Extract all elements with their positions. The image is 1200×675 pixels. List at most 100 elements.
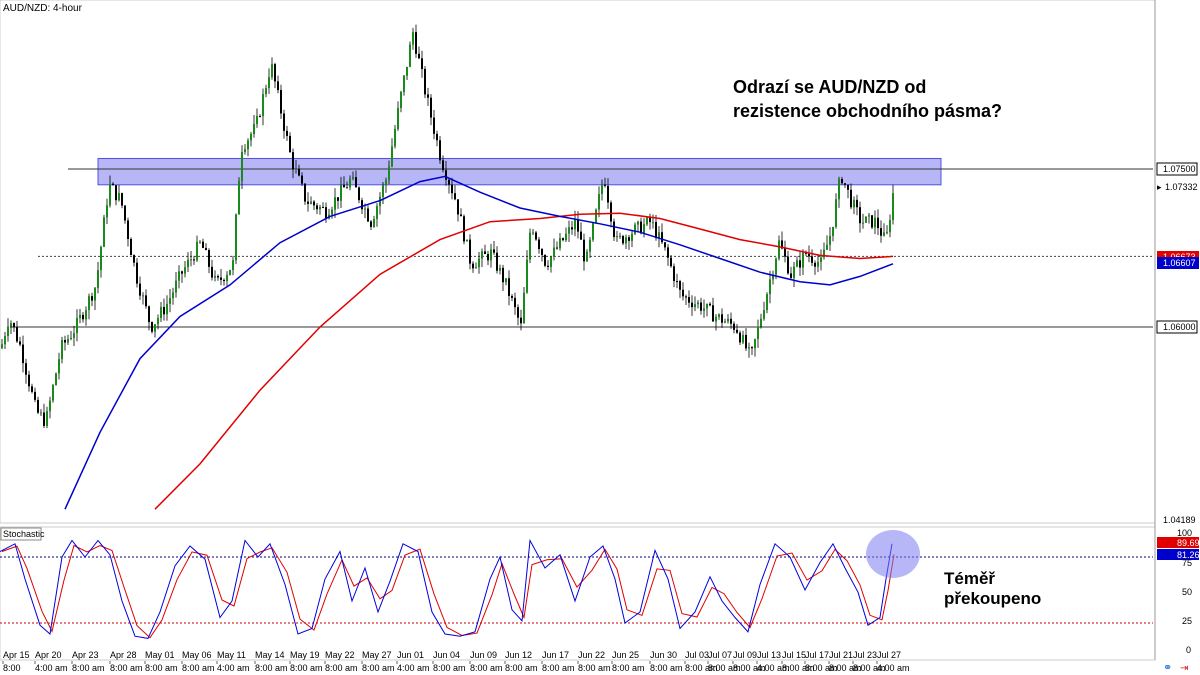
candle-down xyxy=(454,193,456,200)
candle-down xyxy=(700,302,702,311)
candle-up xyxy=(268,77,270,89)
candle-down xyxy=(655,221,657,239)
candle-down xyxy=(325,207,327,219)
candle-up xyxy=(271,64,273,78)
candle-down xyxy=(709,303,711,306)
candlestick-series xyxy=(1,24,894,429)
candle-down xyxy=(571,227,573,230)
candle-up xyxy=(796,260,798,267)
link-icon[interactable]: ⚭ xyxy=(1163,661,1172,674)
candle-down xyxy=(661,232,663,243)
candle-up xyxy=(187,259,189,268)
time-axis-time-label: 8:00 am xyxy=(782,663,815,673)
time-axis-date-label: Jul 17 xyxy=(805,650,829,660)
time-axis-time-label: 4:00 am xyxy=(35,663,68,673)
candle-down xyxy=(313,201,315,206)
candle-up xyxy=(46,411,48,426)
candle-up xyxy=(715,316,717,322)
price-label-resistance: 1.07500 xyxy=(1163,164,1196,174)
candle-down xyxy=(721,314,723,323)
time-axis-date-label: Jun 04 xyxy=(433,650,460,660)
candle-up xyxy=(247,140,249,150)
candle-down xyxy=(781,240,783,249)
candle-down xyxy=(541,249,543,255)
candle-up xyxy=(835,199,837,227)
time-axis-time-label: 8:00 am xyxy=(578,663,611,673)
price-label-box-resistance xyxy=(1156,162,1198,176)
moving-average-red xyxy=(154,212,894,510)
candle-down xyxy=(469,239,471,264)
time-axis-time-label: 8:00 am xyxy=(853,663,886,673)
candle-down xyxy=(814,262,816,267)
time-axis-time-label: 8:00 am xyxy=(708,663,741,673)
candle-up xyxy=(319,206,321,210)
candle-up xyxy=(58,359,60,374)
candle-down xyxy=(43,412,45,426)
candle-down xyxy=(685,296,687,298)
candle-up xyxy=(694,304,696,308)
time-axis-date-label: May 22 xyxy=(325,650,355,660)
candle-up xyxy=(76,317,78,334)
candle-up xyxy=(532,232,534,234)
candle-down xyxy=(421,58,423,69)
candle-up xyxy=(394,129,396,147)
candle-up xyxy=(874,217,876,228)
candle-down xyxy=(367,208,369,222)
candle-up xyxy=(619,236,621,238)
candle-up xyxy=(382,185,384,197)
candle-up xyxy=(40,412,42,414)
scroll-right-icon[interactable]: ⇥ xyxy=(1180,663,1188,674)
time-axis-time-label: 8:00 am xyxy=(255,663,288,673)
candle-down xyxy=(739,332,741,343)
candle-down xyxy=(667,247,669,258)
time-axis-date-label: Jun 12 xyxy=(505,650,532,660)
candle-up xyxy=(817,262,819,267)
candle-up xyxy=(775,258,777,275)
candle-up xyxy=(568,227,570,234)
time-axis-time-label: 8:00 am xyxy=(362,663,395,673)
candle-up xyxy=(550,256,552,267)
time-axis-date-label: Jul 27 xyxy=(877,650,901,660)
candle-up xyxy=(97,270,99,288)
candle-up xyxy=(49,400,51,412)
price-label-blue-ma: 1.06607 xyxy=(1163,258,1196,268)
candle-down xyxy=(799,260,801,268)
candle-down xyxy=(460,214,462,217)
candle-up xyxy=(412,32,414,45)
candle-up xyxy=(106,205,108,218)
candle-down xyxy=(427,94,429,98)
candle-down xyxy=(493,249,495,253)
candle-up xyxy=(820,257,822,263)
candle-up xyxy=(388,166,390,181)
candle-down xyxy=(13,323,15,328)
candle-down xyxy=(148,306,150,323)
candle-down xyxy=(520,317,522,324)
candle-down xyxy=(280,90,282,114)
candle-down xyxy=(502,267,504,283)
stoch-level-75: 75 xyxy=(1182,558,1192,568)
time-axis-date-label: May 01 xyxy=(145,650,175,660)
candle-down xyxy=(37,399,39,413)
candle-up xyxy=(85,310,87,320)
candle-down xyxy=(145,295,147,307)
candle-down xyxy=(283,113,285,131)
candle-down xyxy=(736,329,738,333)
candle-down xyxy=(613,221,615,237)
candle-up xyxy=(631,233,633,241)
price-label-current: 1.07332 xyxy=(1165,182,1198,192)
candle-down xyxy=(289,135,291,153)
candle-down xyxy=(361,200,363,210)
time-axis-date-label: May 14 xyxy=(255,650,285,660)
candle-up xyxy=(703,308,705,311)
candle-up xyxy=(826,244,828,250)
candle-down xyxy=(223,279,225,282)
time-axis-date-label: Jun 22 xyxy=(578,650,605,660)
candle-up xyxy=(634,224,636,234)
candle-down xyxy=(433,117,435,134)
candle-down xyxy=(220,277,222,280)
stoch-d-value: 81.26 xyxy=(1177,550,1200,560)
stochastic-label-box xyxy=(0,527,42,541)
stoch-annotation-line-1: Téměř xyxy=(944,569,995,588)
candle-up xyxy=(838,179,840,200)
